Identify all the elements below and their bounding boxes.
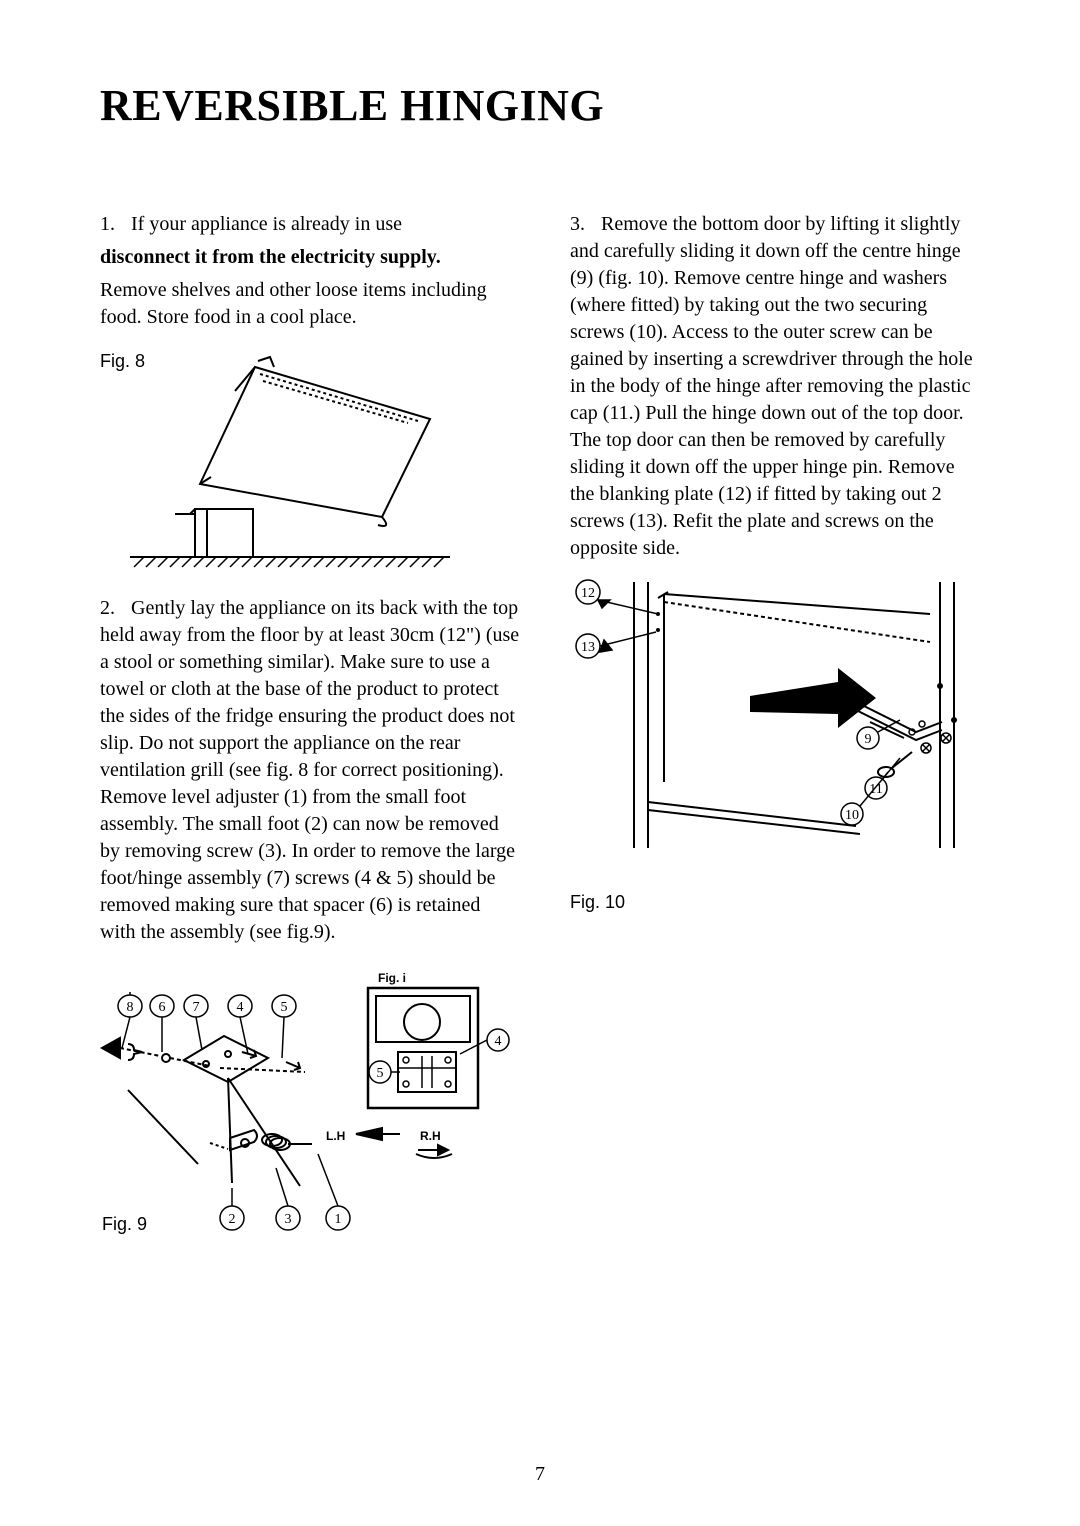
step2-number: 2.: [100, 595, 126, 622]
fig8-label: Fig. 8: [100, 351, 145, 371]
manual-page: REVERSIBLE HINGING 1. If your appliance …: [0, 0, 1080, 1526]
fig10-label: Fig. 10: [570, 890, 980, 914]
lh-label: L.H: [326, 1129, 345, 1143]
step1-text-c: Remove shelves and other loose items inc…: [100, 277, 520, 331]
part-11: 11: [869, 782, 882, 797]
step1: 1. If your appliance is already in use: [100, 211, 520, 238]
content-columns: 1. If your appliance is already in use d…: [100, 211, 980, 1266]
step3: 3. Remove the bottom door by lifting it …: [570, 211, 980, 562]
figure-8: Fig. 8: [100, 349, 520, 569]
part-2: 2: [229, 1212, 236, 1227]
page-title: REVERSIBLE HINGING: [100, 80, 980, 131]
right-column: 3. Remove the bottom door by lifting it …: [570, 211, 980, 1266]
step3-text: Remove the bottom door by lifting it sli…: [570, 213, 973, 559]
step1-text-a: If your appliance is already in use: [131, 213, 402, 235]
fig9-label: Fig. 9: [102, 1214, 147, 1234]
part-9: 9: [865, 732, 872, 747]
part-7: 7: [193, 1000, 200, 1015]
part-12: 12: [581, 586, 595, 601]
page-number: 7: [535, 1463, 545, 1486]
figure-10: 12 13 9 10 11: [570, 572, 980, 862]
step2: 2. Gently lay the appliance on its back …: [100, 595, 520, 946]
left-column: 1. If your appliance is already in use d…: [100, 211, 520, 1266]
part-4: 4: [237, 1000, 244, 1015]
part-13: 13: [581, 640, 595, 655]
part-5b: 5: [377, 1066, 384, 1081]
part-5: 5: [281, 1000, 288, 1015]
step1-number: 1.: [100, 211, 126, 238]
figi-label: Fig. i: [378, 971, 406, 985]
step3-number: 3.: [570, 211, 596, 238]
rh-label: R.H: [420, 1129, 441, 1143]
part-10: 10: [845, 808, 859, 823]
part-3: 3: [285, 1212, 292, 1227]
part-8: 8: [127, 1000, 134, 1015]
part-4b: 4: [495, 1034, 502, 1049]
part-1: 1: [335, 1212, 342, 1227]
step2-text: Gently lay the appliance on its back wit…: [100, 597, 519, 943]
step1-bold: disconnect it from the electricity suppl…: [100, 244, 520, 271]
figure-9: Fig. i 8 6 7 4 5: [100, 968, 520, 1248]
part-6: 6: [159, 1000, 166, 1015]
